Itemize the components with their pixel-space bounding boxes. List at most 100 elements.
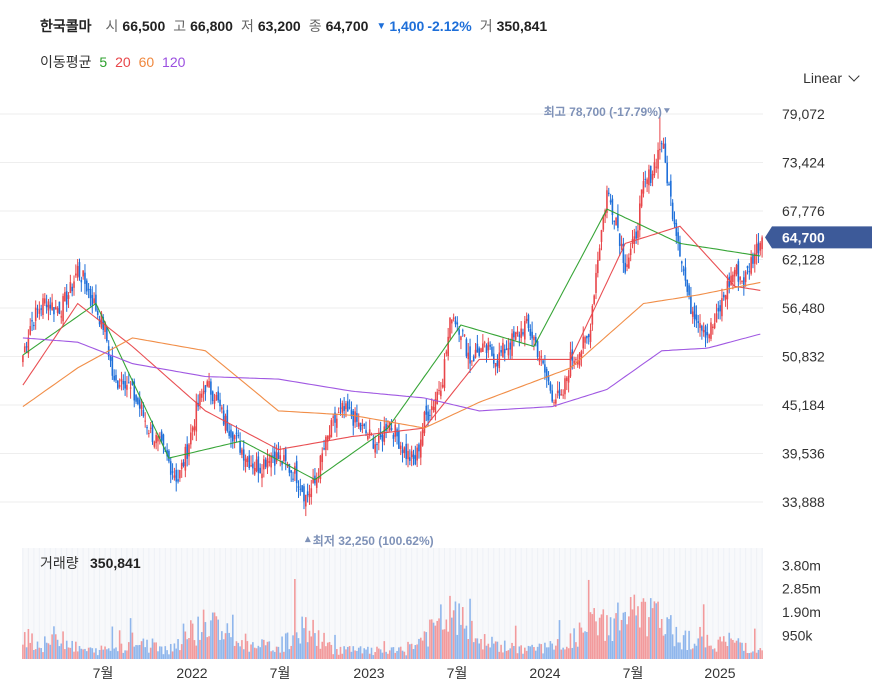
candle-body bbox=[190, 432, 192, 445]
volume-bar bbox=[339, 646, 342, 659]
candle-body bbox=[367, 435, 369, 440]
volume-bar bbox=[385, 651, 387, 659]
candle-body bbox=[753, 253, 756, 264]
candle-body bbox=[655, 166, 658, 168]
volume-bar bbox=[680, 649, 683, 659]
candle-body bbox=[629, 248, 632, 256]
candle-body bbox=[545, 368, 548, 378]
candle-body bbox=[352, 411, 355, 426]
candle-body bbox=[326, 435, 329, 442]
volume-bar bbox=[626, 624, 628, 659]
volume-bar bbox=[365, 649, 367, 659]
volume-tick-label: 2.85m bbox=[782, 581, 821, 597]
candle-body bbox=[169, 461, 172, 475]
volume-bar bbox=[492, 643, 495, 659]
candle-body bbox=[217, 391, 220, 401]
candle-body bbox=[657, 149, 659, 169]
ma-period-120: 120 bbox=[162, 54, 186, 70]
volume-bar bbox=[604, 640, 606, 659]
volume-bar bbox=[551, 643, 553, 659]
volume-bar bbox=[750, 652, 752, 659]
volume-bar bbox=[509, 648, 512, 659]
candle-body bbox=[306, 491, 309, 496]
volume-bar bbox=[511, 642, 513, 659]
candle-body bbox=[494, 363, 497, 367]
volume-bar bbox=[173, 643, 176, 659]
candle-body bbox=[222, 410, 225, 425]
candle-body bbox=[516, 331, 519, 335]
volume-bar bbox=[34, 649, 37, 659]
volume-bar bbox=[394, 652, 397, 659]
candle-body bbox=[346, 401, 349, 411]
candle-body bbox=[56, 308, 59, 313]
candle-body bbox=[173, 475, 176, 478]
candle-body bbox=[387, 425, 389, 428]
volume-bar bbox=[693, 643, 696, 659]
volume-bar bbox=[317, 630, 320, 659]
candle-body bbox=[268, 461, 271, 463]
candle-body bbox=[726, 281, 729, 300]
candle-body bbox=[376, 444, 378, 446]
candle-body bbox=[40, 308, 42, 310]
candle-body bbox=[712, 326, 714, 329]
candle-body bbox=[597, 259, 599, 274]
volume-bar bbox=[702, 604, 705, 659]
candle-body bbox=[719, 305, 721, 312]
volume-bar bbox=[518, 646, 521, 659]
volume-bar bbox=[246, 641, 249, 659]
volume-bar bbox=[158, 646, 161, 659]
volume-bar bbox=[409, 644, 411, 659]
volume-bar bbox=[432, 622, 435, 659]
candle-body bbox=[677, 232, 679, 242]
volume-bar bbox=[502, 652, 504, 659]
volume-bar bbox=[47, 643, 50, 659]
volume-bar bbox=[640, 601, 643, 659]
volume-bar bbox=[295, 632, 298, 659]
low-marker-icon bbox=[304, 536, 311, 543]
candle-body bbox=[308, 493, 311, 498]
volume-bar bbox=[31, 633, 33, 659]
candle-body bbox=[87, 288, 90, 290]
high-marker-icon bbox=[663, 108, 670, 114]
volume-bar bbox=[460, 624, 462, 659]
candle-body bbox=[188, 444, 190, 457]
volume-bar bbox=[524, 647, 526, 659]
change-arrow-icon: ▼ bbox=[376, 20, 387, 32]
volume-bar bbox=[628, 616, 630, 659]
candle-body bbox=[628, 257, 630, 269]
candle-body bbox=[374, 444, 376, 453]
volume-bar bbox=[250, 644, 252, 659]
candle-body bbox=[427, 411, 429, 421]
scale-selector[interactable]: Linear bbox=[803, 70, 860, 86]
high-annotation: 최고 78,700 (-17.79%) bbox=[544, 104, 662, 119]
volume-bar bbox=[664, 634, 667, 659]
volume-bar bbox=[722, 636, 725, 659]
candle-body bbox=[724, 295, 727, 300]
volume-bar bbox=[673, 646, 676, 659]
candle-body bbox=[527, 314, 530, 329]
candle-body bbox=[586, 335, 588, 339]
candle-body bbox=[708, 334, 710, 339]
candle-body bbox=[283, 455, 285, 462]
volume-bar bbox=[197, 616, 199, 659]
candle-body bbox=[325, 436, 327, 450]
volume-bar bbox=[242, 649, 245, 659]
candle-body bbox=[757, 242, 760, 254]
volume-bar bbox=[724, 641, 727, 659]
candle-body bbox=[587, 334, 590, 338]
volume-bar bbox=[540, 644, 543, 659]
candle-body bbox=[186, 444, 188, 459]
volume-bar bbox=[341, 653, 344, 659]
ma-legend[interactable]: 이동평균 5 20 60 120 bbox=[40, 52, 189, 72]
candle-body bbox=[117, 380, 119, 389]
candle-body bbox=[22, 355, 24, 363]
candle-body bbox=[336, 418, 338, 428]
volume-bar bbox=[323, 632, 325, 659]
volume-bar bbox=[87, 647, 90, 659]
candle-body bbox=[365, 430, 367, 434]
candle-body bbox=[547, 375, 550, 382]
volume-bar bbox=[113, 648, 115, 659]
volume-bar bbox=[646, 636, 648, 659]
candle-body bbox=[211, 391, 214, 401]
